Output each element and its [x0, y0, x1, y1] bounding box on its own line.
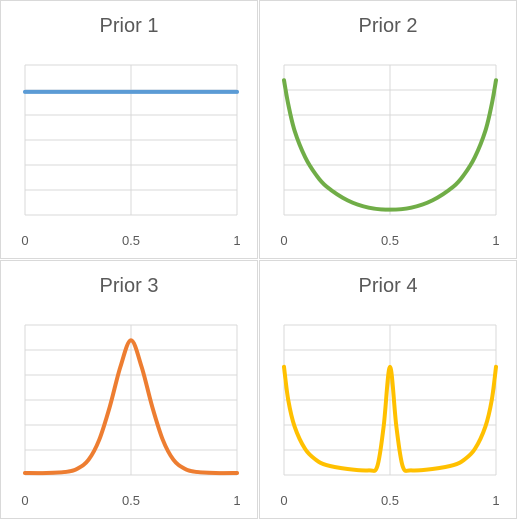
chart-svg: 0 0.5 1: [280, 64, 500, 248]
series-line: [282, 364, 498, 473]
chart-svg: 0 0.5 1: [21, 324, 241, 508]
chart-svg: 0 0.5 1: [280, 324, 500, 508]
x-tick-label: 0: [280, 493, 287, 508]
chart-title: Prior 2: [358, 15, 418, 37]
chart-panel-prior-3: Prior 3 0 0.5 1: [0, 260, 258, 519]
chart-panel-prior-4: Prior 4 0 0.5 1: [259, 260, 517, 519]
chart-svg: 0 0.5 1: [21, 64, 241, 248]
chart-panel-prior-2: Prior 2 0 0.5 1: [259, 0, 517, 259]
x-tick-label: 1: [233, 493, 240, 508]
series-line: [23, 338, 239, 476]
chart-title: Prior 1: [99, 15, 159, 37]
chart-title: Prior 3: [99, 275, 159, 297]
x-tick-label: 0: [21, 233, 28, 248]
x-tick-label: 0: [280, 233, 287, 248]
x-tick-label: 0.5: [381, 493, 399, 508]
x-tick-label: 0.5: [381, 233, 399, 248]
series-line: [282, 78, 498, 212]
x-tick-label: 1: [492, 233, 499, 248]
chart-title: Prior 4: [358, 275, 418, 297]
x-tick-label: 1: [233, 233, 240, 248]
x-tick-label: 1: [492, 493, 499, 508]
x-tick-label: 0: [21, 493, 28, 508]
chart-panel-prior-1: Prior 1 0 0.5 1: [0, 0, 258, 259]
x-tick-label: 0.5: [122, 493, 140, 508]
x-tick-label: 0.5: [122, 233, 140, 248]
